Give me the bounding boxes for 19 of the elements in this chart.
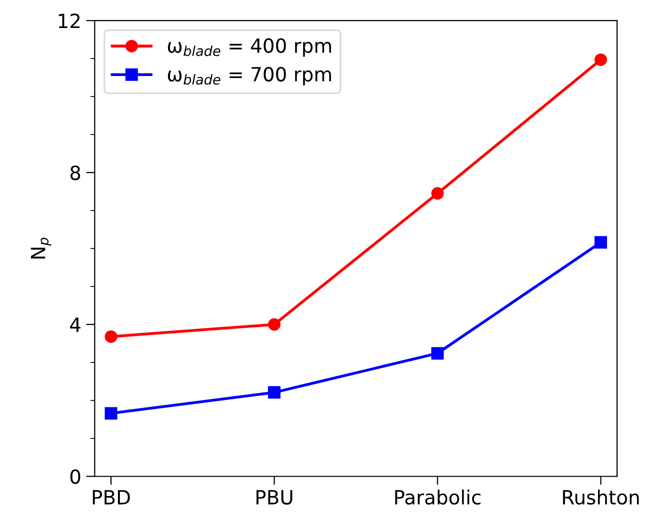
- point: [431, 187, 444, 200]
- legend-label: ω$_{blade}$ = 400 rpm: [168, 38, 331, 57]
- y-axis-title: N$_{p}$: [30, 238, 52, 259]
- x-tick-label: Parabolic: [395, 490, 481, 505]
- y-tick-label: 4: [70, 318, 80, 332]
- x-tick-label: PBU: [256, 490, 292, 505]
- y-tick-label: 0: [70, 469, 80, 484]
- legend-label: ω$_{blade}$ = 700 rpm: [168, 66, 331, 86]
- y-tick-label: 8: [70, 165, 80, 180]
- point: [104, 407, 118, 420]
- y-tick-label: 12: [58, 14, 80, 28]
- point: [268, 386, 281, 399]
- point: [594, 53, 608, 66]
- point: [268, 318, 281, 331]
- x-tick-label: PBD: [92, 490, 130, 504]
- point: [594, 236, 608, 249]
- point: [104, 330, 118, 343]
- x-tick-label: Rushton: [563, 490, 639, 505]
- point: [431, 347, 444, 360]
